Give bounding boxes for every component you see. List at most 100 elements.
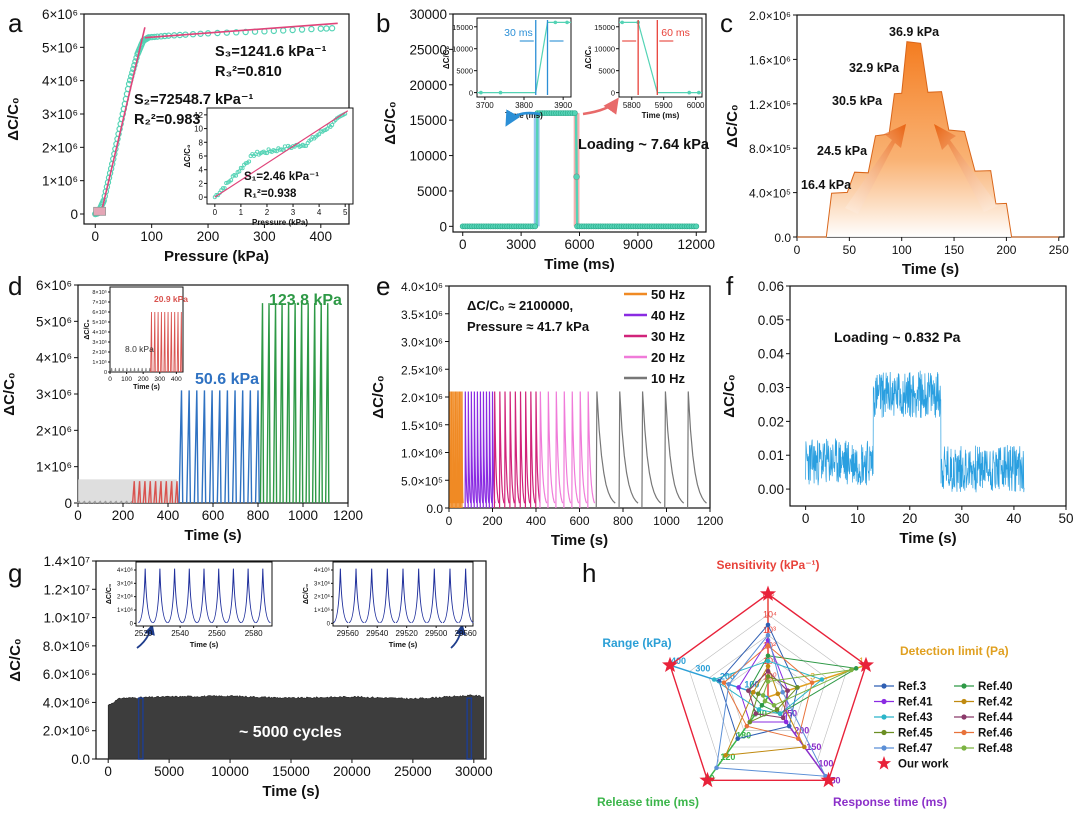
legend-marker	[961, 714, 967, 720]
zoom-arrow	[450, 623, 467, 649]
y-tick-label: 1.5×10⁶	[401, 419, 443, 433]
inset-s1: S₁=2.46 kPa⁻¹	[244, 171, 319, 183]
pulse-line	[311, 303, 317, 504]
inset-pulse	[118, 367, 121, 373]
radar-axis-title: Range (kPa)	[602, 636, 671, 650]
x-tick-label: 300	[154, 376, 165, 383]
pulse-line	[464, 391, 469, 509]
x-axis-label: Time (s)	[902, 261, 959, 278]
radar-marker	[714, 765, 719, 771]
x-tick-label: 400	[526, 514, 546, 528]
response-tick: 250	[782, 709, 797, 719]
radar-marker	[775, 691, 781, 697]
inset-point	[479, 90, 483, 95]
pulse-line	[108, 500, 113, 504]
x-tick-label: 10000	[211, 764, 249, 779]
y-tick-label: 0	[70, 207, 78, 222]
radar-marker	[735, 736, 741, 741]
y-tick-label: 0.04	[758, 347, 785, 362]
x-tick-label: 0	[446, 514, 453, 528]
inset-point	[325, 126, 330, 131]
x-tick-label: 200	[112, 508, 135, 523]
inset-peak	[226, 568, 242, 624]
radar-marker	[777, 711, 783, 716]
x-axis-label: Time (s)	[133, 384, 160, 391]
inset-pulse	[144, 367, 147, 373]
data-point	[131, 62, 138, 69]
radar-marker	[765, 653, 771, 659]
x-tick-label: 3000	[506, 237, 536, 252]
inset-point	[565, 20, 569, 25]
data-point	[308, 25, 315, 33]
pulse-line	[216, 390, 222, 504]
radar-series	[669, 593, 867, 781]
y-tick-label: 10000	[594, 45, 615, 54]
x-tick-label: 30	[954, 511, 969, 526]
pulse-line	[476, 391, 481, 509]
pulse-line	[318, 303, 323, 504]
panel-label: h	[582, 558, 596, 588]
legend-marker	[961, 729, 967, 736]
inset-peak	[211, 568, 227, 624]
pulse-line	[595, 391, 616, 509]
x-tick-label: 15000	[272, 764, 310, 779]
panel-g: 0 5000 10000 15000 20000 25000 30000 0.0 2.0×10⁶…	[7, 554, 493, 800]
series-label: 50.6 kPa	[195, 371, 259, 388]
inset-point	[229, 178, 234, 183]
y-tick-label: 4×10⁶	[36, 351, 72, 366]
x-tick-label: 5800	[623, 101, 641, 110]
annotation-cycles: ~ 5000 cycles	[239, 724, 342, 741]
radar-marker-star	[662, 656, 679, 672]
pulse-line	[224, 390, 230, 504]
inset-peak	[333, 568, 349, 624]
pulse-line	[514, 391, 521, 509]
legend-label: Our work	[898, 759, 949, 771]
inset-pulse	[148, 367, 151, 373]
radar-marker	[765, 643, 771, 648]
annotation-loading: Loading ~ 0.832 Pa	[834, 329, 961, 345]
pulse-line	[547, 391, 556, 509]
y-tick-label: 4×10⁶	[42, 74, 78, 89]
y-tick-label: 2.5×10⁶	[401, 363, 443, 377]
pulse-line	[147, 481, 152, 504]
pulse-line	[535, 391, 541, 509]
y-tick-label: 4×10⁶	[314, 567, 331, 574]
x-tick-label: 0	[108, 376, 112, 383]
y-tick-label: 3×10⁵	[92, 339, 107, 346]
y-tick-label: 4×10⁶	[117, 567, 134, 574]
fit-line	[144, 22, 338, 39]
x-tick-label: 400	[157, 508, 180, 523]
radar-axis-title: Detection limit (Pa)	[900, 644, 1009, 658]
pulse-line	[247, 390, 253, 504]
y-tick-label: 0.01	[758, 448, 784, 463]
radar-marker	[795, 736, 801, 741]
x-tick-label: 0	[74, 508, 82, 523]
pressure-label: 32.9 kPa	[849, 61, 900, 75]
pulse-line	[618, 391, 639, 509]
x-axis-label: Time (s)	[899, 530, 956, 547]
x-tick-label: 5900	[655, 101, 673, 110]
data-point	[317, 25, 325, 32]
y-tick-label: 7×10⁵	[92, 299, 107, 306]
x-tick-label: 100	[121, 376, 132, 383]
pressure-label: 30.5 kPa	[832, 94, 883, 108]
pulse-line	[254, 390, 260, 504]
radar-marker	[765, 658, 771, 664]
x-tick-label: 3700	[476, 101, 494, 110]
legend-swatch	[876, 756, 892, 770]
inset-point	[687, 90, 692, 95]
data-point	[233, 29, 240, 36]
radar-axis-title: Release time (ms)	[597, 795, 699, 809]
y-tick-label: 0.02	[758, 414, 784, 429]
y-tick-label: 30000	[409, 7, 447, 22]
inset-point	[222, 186, 227, 191]
inset-peak	[411, 568, 427, 624]
grid-ring	[728, 655, 808, 731]
panel-e: 0 200 400 600 800 1000 1200 0.0 5.0×10⁵ 1.0×10⁶ 1.…	[370, 280, 724, 549]
x-tick-label: 29500	[425, 629, 448, 638]
x-tick-label: 50	[843, 243, 857, 257]
pulse-line	[208, 390, 215, 504]
radar-marker	[726, 681, 732, 687]
pulse-line	[579, 391, 588, 509]
radar-marker	[765, 632, 771, 638]
